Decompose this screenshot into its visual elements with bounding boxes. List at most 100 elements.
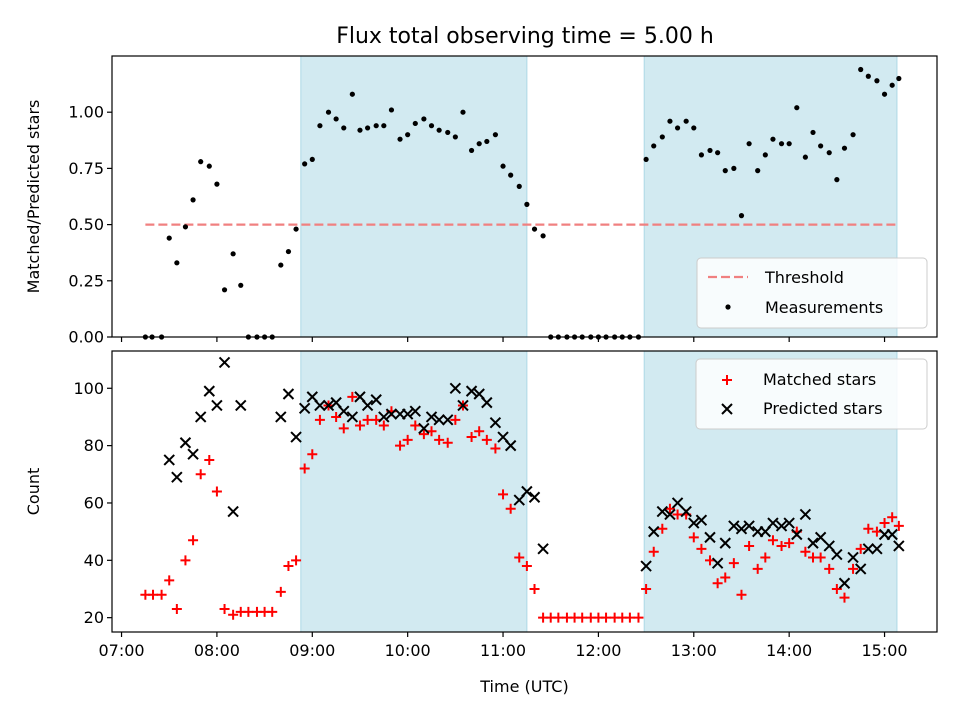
data-point — [211, 399, 223, 412]
data-point — [347, 391, 358, 402]
data-point — [275, 411, 287, 423]
data-point — [283, 561, 294, 572]
data-point — [722, 168, 728, 174]
data-point — [450, 414, 461, 425]
data-point — [211, 486, 222, 497]
data-point — [285, 248, 292, 255]
data-point — [476, 141, 482, 147]
data-point — [188, 535, 199, 546]
data-point — [807, 537, 819, 549]
data-point — [468, 147, 475, 154]
data-point — [465, 385, 478, 397]
data-point — [831, 583, 842, 594]
data-point — [695, 514, 708, 526]
data-point — [219, 604, 230, 615]
data-point — [481, 396, 493, 409]
data-point — [365, 125, 371, 131]
data-point — [361, 399, 374, 412]
data-point — [863, 523, 874, 534]
data-point — [314, 414, 325, 425]
data-point — [760, 552, 771, 563]
data-point — [640, 560, 652, 572]
data-point — [385, 408, 398, 420]
data-point — [299, 463, 310, 474]
data-point — [206, 163, 212, 169]
data-point — [401, 408, 414, 420]
data-point — [190, 197, 196, 203]
x-tick-label: 08:00 — [194, 641, 240, 660]
data-point — [307, 449, 318, 460]
data-point — [711, 557, 724, 569]
data-point — [164, 575, 175, 586]
x-tick-label: 15:00 — [861, 641, 907, 660]
data-point — [648, 546, 659, 557]
data-point — [388, 107, 395, 113]
data-point — [712, 578, 723, 589]
data-point — [537, 543, 549, 555]
legend-measurements-swatch — [725, 304, 731, 310]
bottom-y-tick-label: 100 — [73, 379, 104, 398]
data-point — [397, 136, 403, 142]
data-point — [421, 116, 427, 122]
data-point — [847, 551, 859, 564]
data-point — [698, 152, 705, 158]
data-point — [839, 592, 850, 603]
data-point — [874, 78, 880, 84]
data-point — [656, 505, 669, 518]
data-point — [688, 517, 700, 529]
data-point — [641, 583, 652, 594]
data-point — [238, 282, 244, 288]
data-point — [553, 612, 564, 623]
data-point — [775, 520, 788, 532]
data-point — [378, 420, 389, 431]
bottom-y-tick-label: 80 — [84, 436, 104, 455]
data-point — [325, 109, 332, 115]
data-point — [672, 509, 683, 520]
data-point — [171, 471, 183, 483]
data-point — [457, 399, 469, 412]
data-point — [228, 609, 239, 620]
data-point — [227, 505, 239, 518]
data-point — [442, 414, 454, 426]
data-point — [466, 432, 477, 443]
data-point — [148, 589, 159, 600]
data-point — [194, 411, 207, 423]
data-point — [746, 141, 752, 147]
data-point — [395, 440, 406, 451]
data-point — [871, 526, 882, 537]
chart-title: Flux total observing time = 5.00 h — [336, 24, 714, 49]
data-point — [865, 73, 871, 79]
data-point — [799, 508, 812, 521]
data-point — [298, 402, 311, 415]
data-point — [683, 118, 689, 124]
x-tick-label: 14:00 — [766, 641, 812, 660]
data-point — [293, 226, 299, 232]
bottom-y-tick-label: 20 — [84, 608, 104, 627]
data-point — [667, 118, 673, 124]
data-point — [505, 503, 516, 514]
data-point — [879, 518, 890, 529]
data-point — [203, 385, 215, 397]
data-point — [651, 143, 657, 149]
bottom-y-axis-label: Count — [24, 468, 43, 516]
x-tick-label: 13:00 — [671, 641, 717, 660]
data-point — [704, 531, 716, 544]
data-point — [762, 152, 768, 158]
data-point — [855, 543, 866, 554]
bottom-y-tick-label: 40 — [84, 551, 104, 570]
data-point — [674, 125, 681, 131]
data-point — [831, 548, 843, 561]
data-point — [858, 66, 864, 73]
data-point — [514, 552, 525, 563]
data-point — [841, 145, 848, 151]
data-point — [800, 546, 811, 557]
x-tick-label: 12:00 — [575, 641, 621, 660]
data-point — [743, 520, 755, 532]
data-point — [786, 141, 792, 147]
data-point — [481, 434, 492, 445]
data-point — [744, 540, 755, 551]
data-point — [531, 226, 538, 232]
bottom-y-tick-label: 60 — [84, 493, 104, 512]
data-point — [738, 213, 745, 219]
